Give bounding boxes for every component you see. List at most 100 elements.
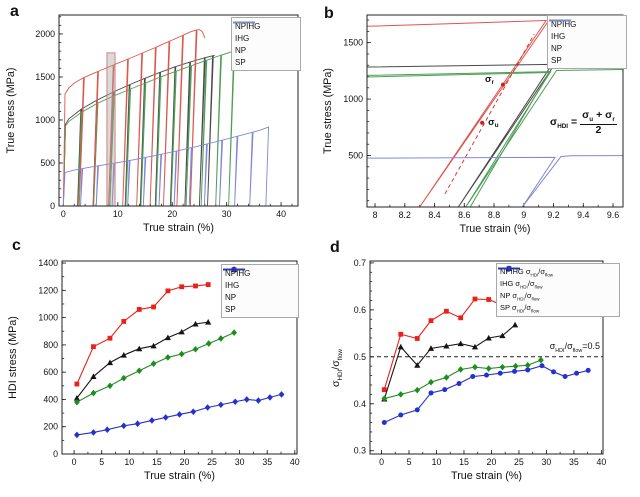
legend-swatch — [223, 266, 245, 273]
sigma-r-label: σr — [485, 74, 495, 86]
panel-b-hysteresis-zoom-chart: 8 8.2 8.4 8.6 8.8 9 9.2 9.4 9.6 500 1000 1500 True s… — [320, 0, 640, 249]
x-tick-label: 9.2 — [547, 210, 559, 220]
x-tick-label: 8.6 — [458, 210, 470, 220]
y-tick-label: 1500 — [343, 38, 363, 48]
series-SP-marker — [574, 370, 580, 376]
panel-letter-a: a — [10, 3, 19, 20]
x-tick-label: 0 — [379, 457, 384, 467]
y-tick-label: 500 — [348, 151, 363, 161]
y-tick-label: 1200 — [38, 285, 58, 295]
legend-item-np: NP — [223, 266, 295, 303]
panel-d-threshold-annotation: σHDI/σflow=0.5 — [549, 341, 600, 354]
series-SP-marker — [267, 394, 273, 401]
y-axis-label: True stress (MPa) — [5, 68, 17, 154]
x-tick-label: 40 — [596, 457, 606, 467]
legend-label: NP — [225, 292, 237, 302]
x-tick-label: 40 — [276, 209, 286, 219]
series-NPIHG-marker — [414, 336, 420, 341]
y-tick-label: 0.3 — [354, 446, 366, 456]
legend-c: NPIHG IHG NP SP — [221, 264, 299, 318]
series-NP-marker — [397, 391, 404, 398]
series-SP-marker — [551, 369, 557, 375]
panel-d-y-axis-label: σHDI/σflow — [329, 349, 345, 388]
y-tick-label: 2000 — [35, 29, 55, 39]
series-IHG-marker — [106, 359, 114, 366]
series-SP-line — [366, 155, 624, 208]
y-tick-label: 1000 — [343, 94, 363, 104]
x-tick-label: 10 — [124, 457, 134, 467]
x-tick-label: 10 — [113, 209, 123, 219]
legend-label: SP σHDI/σflow — [500, 302, 540, 314]
legend-item-np: NP — [549, 19, 623, 54]
panel-c-hdi-stress-chart: 0 5 10 15 20 25 30 35 40 0 200 400 600 800 1000 1200 140… — [0, 248, 320, 497]
series-SP-marker — [525, 367, 531, 373]
series-SP-marker — [120, 422, 127, 430]
y-axis-label: True stress (MPa) — [322, 68, 334, 154]
series-NPIHG-marker — [381, 387, 387, 393]
series-NP-marker — [90, 389, 97, 397]
series-SP-marker — [470, 374, 476, 380]
legend-label: IHG — [551, 31, 566, 41]
formula-fraction: σu + σr 2 — [580, 109, 617, 137]
series-NPIHG-marker — [121, 319, 127, 324]
y-tick-label: 200 — [43, 422, 58, 432]
series-NPIHG-marker — [165, 288, 171, 294]
x-tick-label: 8.2 — [399, 210, 411, 220]
series-NP-line — [366, 69, 624, 208]
sigma-u-point — [480, 120, 485, 125]
series-NP-marker — [538, 356, 544, 364]
legend-item-sp: SP — [549, 19, 623, 66]
chart-b-canvas: 8 8.2 8.4 8.6 8.8 9 9.2 9.4 9.6 500 1000 1500 True s… — [322, 14, 624, 235]
zoom-region-highlight-box — [106, 52, 116, 207]
series-SP-marker — [381, 420, 387, 426]
legend-item-ihg: IHG σHDI/σflow — [498, 265, 616, 290]
series-IHG-marker — [427, 345, 435, 351]
y-tick-label: 400 — [43, 394, 58, 404]
series-SP-marker — [512, 368, 518, 374]
legend-swatch — [498, 266, 520, 271]
x-tick-label: 8.4 — [428, 210, 440, 220]
series-SP-marker — [176, 411, 183, 418]
y-tick-label: 0.7 — [354, 258, 366, 268]
series-SP-marker — [149, 417, 155, 424]
legend-item-sp: SP — [223, 266, 295, 315]
series-NP-marker — [457, 366, 464, 373]
panel-letter-b: b — [324, 5, 334, 22]
panel-letter-c: c — [12, 237, 21, 254]
legend-label: NPIHG — [235, 21, 261, 31]
series-NP-marker — [443, 374, 450, 381]
legend-label: IHG — [235, 33, 250, 43]
sigma-u-label: σu — [488, 117, 499, 129]
x-tick-label: 30 — [235, 457, 245, 467]
legend-label: NPIHG — [551, 19, 577, 29]
legend-swatch — [233, 21, 255, 24]
series-SP-marker — [456, 381, 462, 387]
axes: 0 10 20 30 40 0 500 1000 1500 2000 True strain (%)… — [5, 16, 293, 234]
x-tick-label: 25 — [207, 457, 217, 467]
y-tick-label: 0 — [53, 449, 58, 459]
series-NP-marker — [499, 363, 506, 371]
series-IHG-marker — [178, 328, 185, 335]
chart-d-canvas: 0 5 10 15 20 25 30 35 40 0.3 0.4 0.5 0.6 0.7 True stra… — [354, 258, 607, 482]
series-SP-marker — [484, 372, 489, 378]
series-NPIHG-marker — [107, 335, 113, 341]
series-SP-marker — [497, 370, 503, 376]
series-NPIHG-line — [76, 284, 209, 385]
legend-item-ihg: IHG — [549, 19, 623, 42]
sigma-r-point — [500, 82, 505, 87]
series-IHG-marker — [73, 394, 80, 401]
formula-numerator: σu + σr — [580, 109, 617, 126]
series-NPIHG-marker — [193, 283, 198, 289]
legend-item-np: NP σHDI/σflow — [498, 265, 616, 302]
series-IHG-marker — [485, 334, 492, 341]
x-tick-label: 5 — [99, 457, 104, 467]
series-NPIHG-marker — [205, 282, 211, 287]
x-axis-label: True strain (%) — [451, 470, 522, 482]
legend-item-ihg: IHG — [223, 266, 295, 291]
legend-d: NPIHG σHDI/σflow IHG σHDI/σflow NP σHDI/σf… — [496, 263, 620, 317]
series-IHG-marker — [150, 342, 157, 349]
y-tick-label: 0.4 — [354, 399, 366, 409]
series-NP-marker — [107, 382, 113, 390]
x-tick-label: 0 — [72, 457, 77, 467]
plot-frame — [366, 14, 624, 208]
